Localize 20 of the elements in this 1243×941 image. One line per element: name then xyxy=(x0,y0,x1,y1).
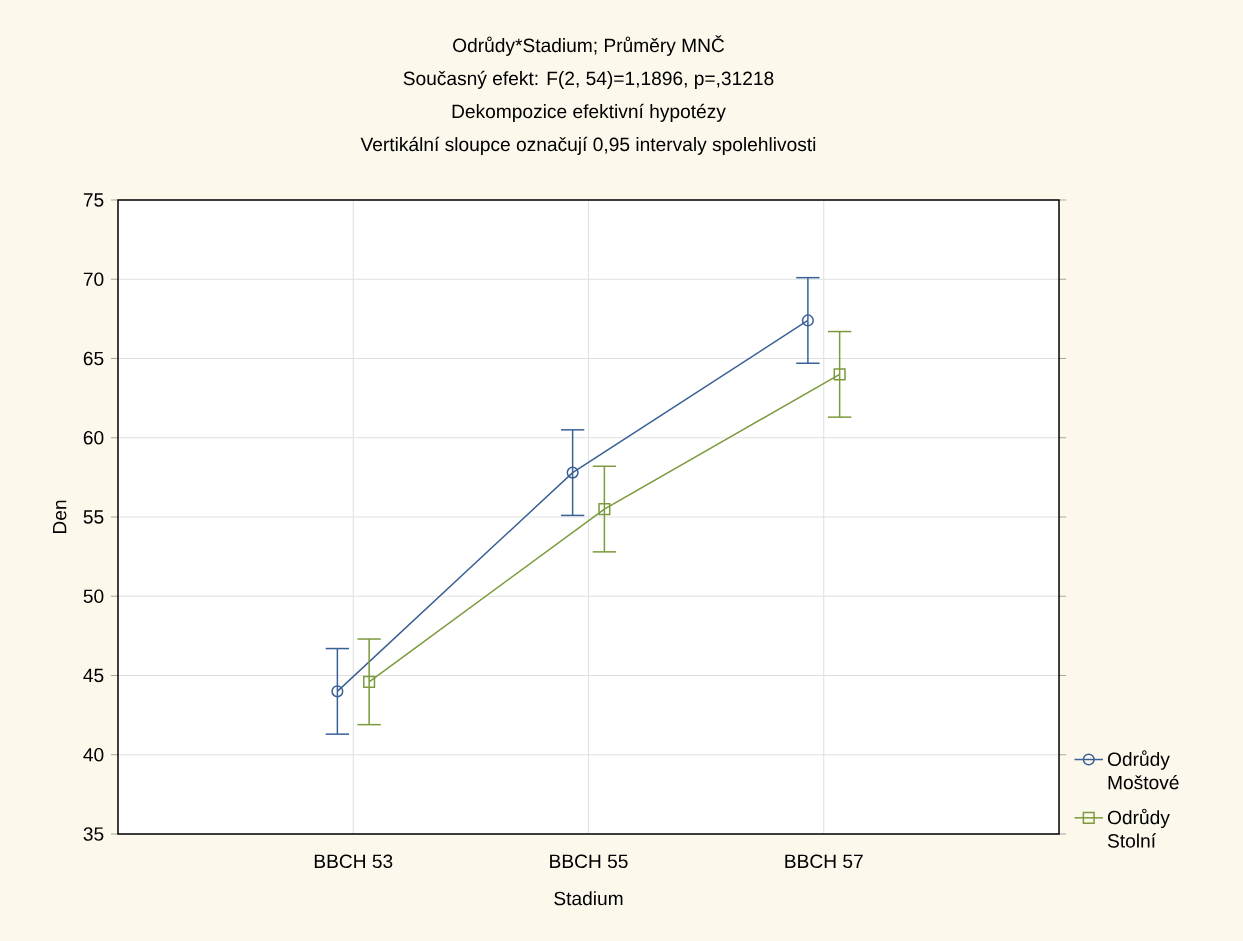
chart-title: Odrůdy*Stadium; Průměry MNČ xyxy=(453,35,725,56)
x-tick-label: BBCH 55 xyxy=(550,854,628,869)
y-tick-label: 40 xyxy=(83,747,104,762)
y-tick-label: 45 xyxy=(83,668,104,683)
x-tick-label: BBCH 53 xyxy=(314,854,393,869)
y-tick-label: 65 xyxy=(83,351,104,366)
chart-subtitle: Současný efekt: F(2, 54)=1,1896, p=,31218 xyxy=(403,70,774,89)
y-tick-label: 35 xyxy=(83,827,104,841)
text: Dekompozice efektivní hypotézy xyxy=(452,103,726,122)
x-tick-label: BBCH 57 xyxy=(785,854,863,869)
x-axis-title: Stadium xyxy=(554,891,623,906)
text: Vertikální sloupce označují 0,95 intervaly spolehlivosti xyxy=(360,136,816,155)
legend-label: Odrůdy Moštové xyxy=(1107,750,1179,790)
y-tick-label: 60 xyxy=(83,430,104,445)
y-axis-title: Den xyxy=(53,500,67,534)
y-tick-label: 75 xyxy=(83,193,104,207)
y-tick-label: 50 xyxy=(83,589,104,604)
y-tick-label: 70 xyxy=(83,272,104,287)
legend-label: Odrůdy Stolní xyxy=(1107,808,1170,848)
y-tick-label: 55 xyxy=(83,510,104,524)
